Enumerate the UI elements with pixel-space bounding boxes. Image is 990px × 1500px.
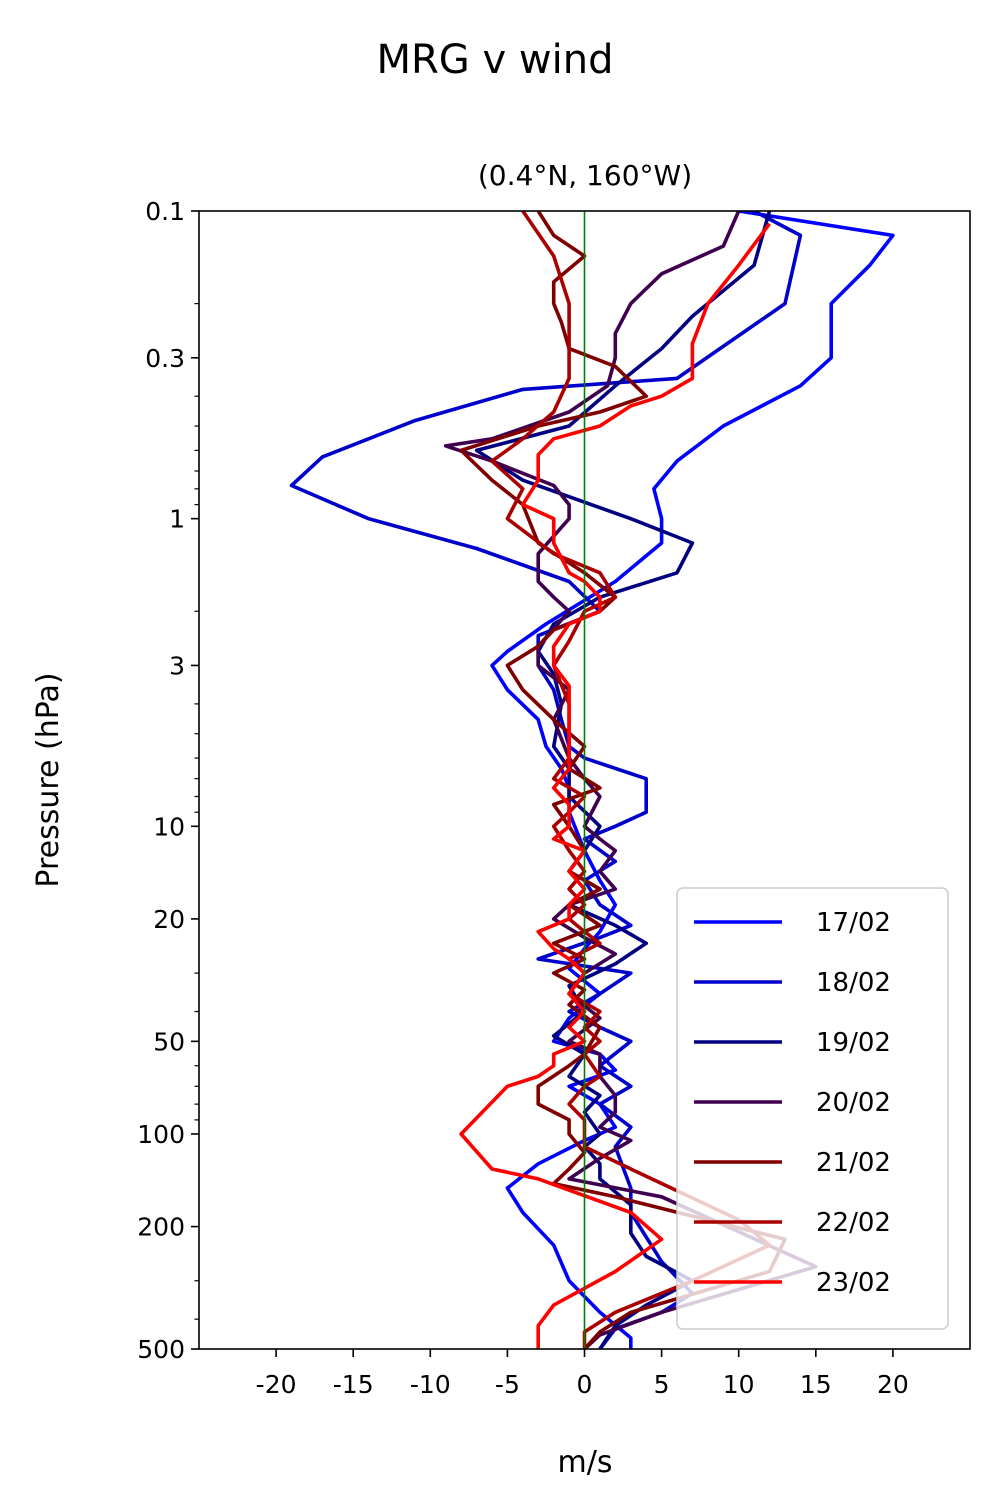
y-tick-label: 0.1: [145, 197, 185, 226]
legend-label: 20/02: [816, 1088, 891, 1118]
legend-box: [676, 887, 949, 1330]
x-axis-label: m/s: [558, 1445, 613, 1480]
legend: 17/02 18/02 19/02 20/02 21/02 22/02 23/02: [676, 887, 949, 1330]
series-line-1: [490, 211, 895, 1349]
series-line-5: [459, 211, 787, 1349]
chart-title: (0.4°N, 160°W): [478, 159, 692, 192]
legend-label: 17/02: [816, 908, 891, 938]
y-tick-label: 500: [137, 1335, 185, 1364]
x-tick-label: -20: [256, 1370, 297, 1399]
y-axis-label: Pressure (hPa): [31, 672, 66, 887]
y-tick-label: 10: [153, 812, 185, 841]
legend-label: 22/02: [816, 1208, 891, 1238]
x-tick-label: 5: [654, 1370, 670, 1399]
y-axis-ticks: 0.1 0.3 1 3 10 20 50 100 200 500: [137, 197, 199, 1364]
chart-suptitle: MRG v wind: [377, 37, 614, 83]
legend-label: 21/02: [816, 1148, 891, 1178]
series-line-2: [289, 211, 803, 1349]
y-tick-label: 200: [137, 1213, 185, 1242]
legend-label: 18/02: [816, 968, 891, 998]
x-tick-label: -5: [495, 1370, 520, 1399]
series-lines: [289, 211, 895, 1349]
x-tick-label: 10: [723, 1370, 755, 1399]
series-line-7: [459, 222, 771, 1349]
y-tick-label: 0.3: [145, 344, 185, 373]
y-tick-label: 100: [137, 1120, 185, 1149]
x-tick-label: -15: [333, 1370, 374, 1399]
x-tick-label: 20: [877, 1370, 909, 1399]
legend-label: 19/02: [816, 1028, 891, 1058]
x-axis-ticks: -20 -15 -10 -5 0 5 10 15 20: [256, 1349, 909, 1399]
legend-label: 23/02: [816, 1268, 891, 1298]
x-tick-label: 0: [577, 1370, 593, 1399]
y-tick-label: 3: [169, 651, 185, 680]
y-tick-label: 50: [153, 1027, 185, 1056]
y-tick-label: 1: [169, 505, 185, 534]
y-tick-label: 20: [153, 905, 185, 934]
x-tick-label: -10: [410, 1370, 451, 1399]
x-tick-label: 15: [800, 1370, 832, 1399]
